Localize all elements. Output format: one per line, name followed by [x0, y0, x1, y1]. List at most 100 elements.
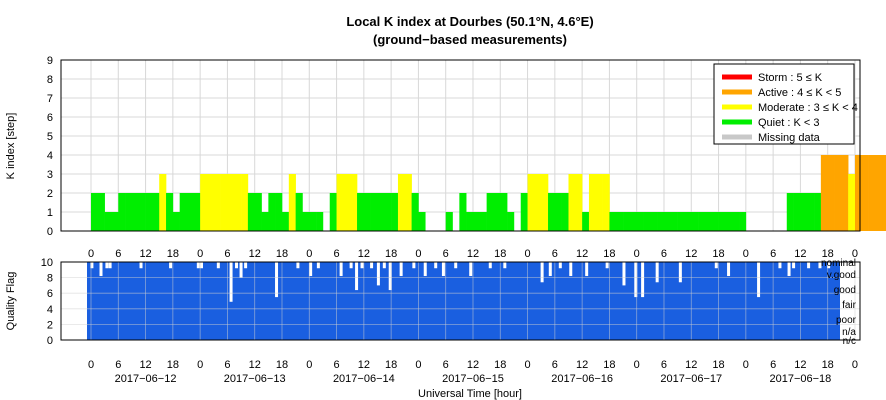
k-bar [554, 193, 562, 231]
k-bar [663, 212, 672, 231]
k-bar [636, 212, 644, 231]
k-bar [186, 193, 194, 231]
k-x-tick-label: 18 [603, 248, 615, 260]
q-x-tick-label: 6 [334, 359, 340, 371]
k-x-tick-label: 0 [88, 248, 94, 260]
k-bar [827, 155, 835, 231]
k-bar [316, 212, 324, 231]
k-bar [384, 193, 392, 231]
quality-notch [355, 262, 359, 291]
k-x-tick-label: 12 [139, 248, 151, 260]
k-bar [650, 212, 658, 231]
k-bar [363, 193, 371, 231]
k-bar [329, 193, 337, 231]
k-bar [643, 212, 651, 231]
q-x-tick-label: 12 [794, 359, 806, 371]
q-y-tick-label: 0 [47, 335, 53, 347]
q-x-tick-label: 18 [494, 359, 506, 371]
k-bar [800, 193, 808, 231]
k-bar [302, 212, 310, 231]
quality-notch [540, 262, 544, 283]
k-index-y-axis-label: K index [step] [5, 113, 17, 180]
q-y-tick-label: 10 [41, 257, 53, 269]
quality-notch [434, 262, 438, 269]
k-bar [152, 193, 160, 231]
k-x-tick-label: 18 [385, 248, 397, 260]
q-x-tick-label: 18 [167, 359, 179, 371]
q-x-tick-label: 6 [115, 359, 121, 371]
k-x-tick-label: 0 [743, 248, 749, 260]
k-bar [861, 155, 869, 231]
q-x-tick-label: 0 [743, 359, 749, 371]
k-bar [561, 193, 569, 231]
quality-notch [108, 262, 112, 269]
k-plot-frame [60, 59, 861, 232]
k-bar [575, 174, 583, 231]
k-bar [541, 174, 549, 231]
k-x-tick-label: 18 [494, 248, 506, 260]
quality-level-label: fair [842, 300, 857, 311]
date-label: 2017−06−13 [224, 373, 286, 385]
k-bar [807, 193, 815, 231]
k-bar [786, 193, 794, 231]
q-x-tick-label: 0 [634, 359, 640, 371]
quality-notch [275, 262, 279, 298]
quality-notch [196, 262, 200, 269]
quality-notch [349, 262, 353, 269]
k-x-tick-label: 0 [634, 248, 640, 260]
quality-notch [99, 262, 103, 277]
k-bar [534, 174, 542, 231]
k-x-tick-label: 0 [197, 248, 203, 260]
k-bar [677, 212, 685, 231]
k-x-tick-label: 18 [276, 248, 288, 260]
k-bar [193, 193, 201, 231]
quality-notch [714, 262, 718, 269]
k-x-tick-label: 12 [576, 248, 588, 260]
k-bar [616, 212, 624, 231]
quality-level-label: poor [836, 315, 857, 326]
q-plot-frame [60, 261, 861, 341]
quality-notch [235, 262, 239, 269]
k-y-tick-label: 9 [47, 55, 53, 67]
chart-title: Local K index at Dourbes (50.1°N, 4.6°E) [346, 14, 593, 29]
k-x-tick-label: 0 [852, 248, 858, 260]
k-bar [418, 212, 426, 231]
k-bar [268, 193, 276, 231]
q-x-tick-label: 18 [822, 359, 834, 371]
k-bar [814, 193, 822, 231]
k-bar [131, 193, 140, 231]
quality-notch [244, 262, 248, 269]
quality-notch [423, 262, 427, 277]
k-bar [500, 193, 508, 231]
k-x-tick-label: 6 [770, 248, 776, 260]
k-bar [125, 193, 133, 231]
quality-notch [139, 262, 143, 269]
k-bar [295, 193, 303, 231]
k-bar [548, 193, 556, 231]
k-bar [309, 212, 317, 231]
k-bar [793, 193, 801, 231]
date-label: 2017−06−16 [551, 373, 613, 385]
k-bar [868, 155, 876, 231]
quality-notch [399, 262, 403, 277]
k-bar [206, 174, 215, 231]
quality-notch [503, 262, 507, 269]
k-bar [336, 174, 344, 231]
quality-level-label: n/a [842, 327, 856, 338]
quality-level-label: nominal [821, 258, 856, 269]
quality-notch [548, 262, 552, 277]
quality-notch [558, 262, 562, 269]
k-x-tick-label: 0 [415, 248, 421, 260]
k-bar [275, 193, 283, 231]
q-y-tick-label: 6 [47, 288, 53, 300]
k-bar [520, 193, 528, 231]
k-bar [472, 212, 481, 231]
q-x-tick-label: 0 [852, 359, 858, 371]
q-x-tick-label: 0 [306, 359, 312, 371]
k-x-tick-label: 12 [358, 248, 370, 260]
quality-notch [569, 262, 573, 277]
quality-notch [105, 262, 109, 269]
k-bar [725, 212, 733, 231]
